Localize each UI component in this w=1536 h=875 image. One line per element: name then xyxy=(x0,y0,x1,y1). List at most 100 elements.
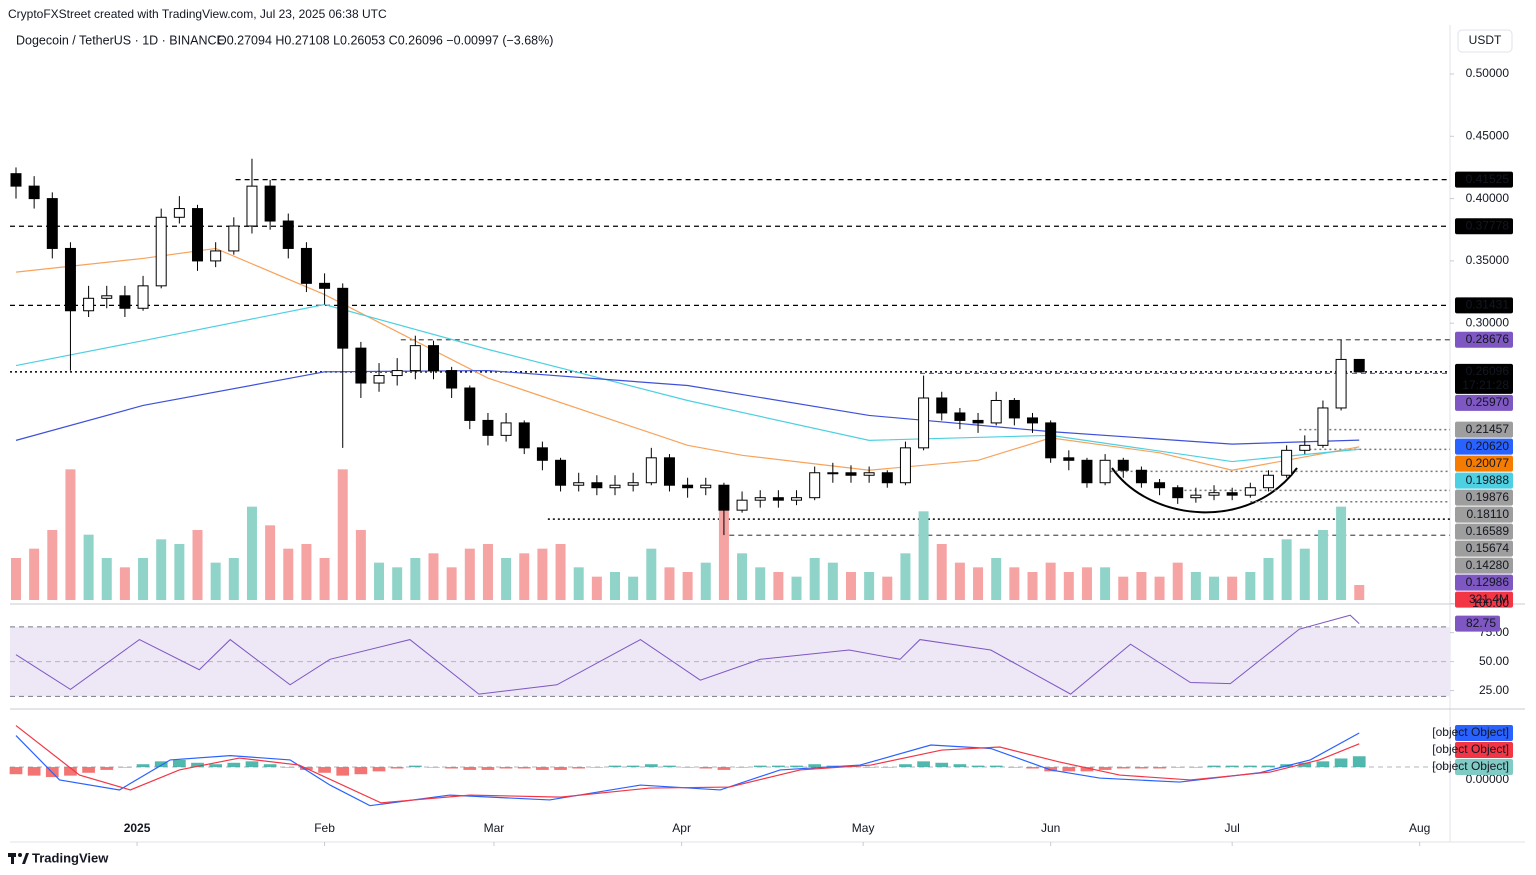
volume-bar xyxy=(355,530,366,600)
volume-bar xyxy=(1227,576,1238,600)
volume-bar xyxy=(156,539,167,600)
price-label: 0.19888 xyxy=(1466,473,1510,487)
signal-line xyxy=(15,725,1360,804)
candle-body xyxy=(446,370,458,389)
macd-histogram-bar xyxy=(1352,756,1366,768)
volume-bar xyxy=(573,567,584,600)
candle-body xyxy=(282,220,294,249)
volume-bar xyxy=(700,562,711,600)
candle-body xyxy=(1135,469,1147,484)
macd-histogram-bar xyxy=(463,767,477,770)
macd-histogram-bar xyxy=(608,765,622,768)
macd-histogram-bar xyxy=(445,767,458,769)
volume-bar xyxy=(1100,567,1111,600)
macd-histogram-bar xyxy=(499,767,513,769)
macd-histogram-bar xyxy=(209,764,223,768)
x-tick-label: Apr xyxy=(672,821,691,835)
y-tick-label: 0.35000 xyxy=(1466,253,1510,267)
candle-body xyxy=(1027,417,1038,424)
macd-histogram-bar xyxy=(354,767,368,775)
volume-bar xyxy=(1245,572,1256,600)
volume-bar xyxy=(482,544,493,600)
volume-bar xyxy=(954,562,965,600)
macd-histogram-bar xyxy=(626,765,640,768)
macd-histogram-bar xyxy=(1153,767,1166,769)
candle-body xyxy=(863,472,875,476)
price-label: 0.20620 xyxy=(1466,439,1510,453)
price-label-box xyxy=(1455,574,1513,591)
volume-bar xyxy=(174,544,185,600)
macd-histogram-bar xyxy=(880,767,894,768)
macd-histogram-bar xyxy=(935,762,949,768)
candle-body xyxy=(918,397,930,449)
candle-body xyxy=(173,208,185,218)
macd-histogram-bar xyxy=(1098,767,1112,770)
x-tick-label: May xyxy=(852,821,875,835)
symbol: Dogecoin / TetherUS · 1D · BINANCE xyxy=(16,33,225,47)
candle-body xyxy=(1208,492,1220,496)
volume-bar xyxy=(1336,506,1347,600)
volume-bar xyxy=(265,525,276,600)
candle-body xyxy=(809,472,821,499)
volume-bar xyxy=(882,576,893,600)
macd-histogram-bar xyxy=(590,767,604,768)
price-label: 0.15674 xyxy=(1466,541,1510,555)
candle-body xyxy=(464,387,476,421)
macd-histogram-bar xyxy=(27,767,41,776)
candle-body xyxy=(83,297,95,312)
macd-histogram-bar xyxy=(64,767,77,776)
volume-bar xyxy=(664,567,675,600)
rsi-label-box xyxy=(1455,615,1500,632)
macd-histogram-bar xyxy=(862,767,876,768)
price-label-box xyxy=(1455,540,1513,557)
macd-histogram-bar xyxy=(263,764,277,768)
macd-histogram-bar xyxy=(517,767,531,769)
volume-bar xyxy=(900,553,911,600)
macd-histogram-bar xyxy=(318,767,331,773)
candle-body xyxy=(663,457,675,486)
macd-histogram-bar xyxy=(699,767,713,769)
currency[interactable]: USDT xyxy=(1469,33,1502,47)
volume-bar xyxy=(1209,576,1220,600)
price-label: 0.16589 xyxy=(1466,524,1510,538)
volume-bar xyxy=(809,558,820,600)
price-label-box xyxy=(1455,557,1513,574)
volume-bar xyxy=(1299,548,1310,600)
macd-histogram-bar xyxy=(82,767,95,773)
volume-bar xyxy=(428,553,439,600)
candle-body xyxy=(972,419,984,424)
volume-bar xyxy=(1063,572,1074,600)
macd-histogram-bar xyxy=(753,765,767,768)
price-label: 321.4M xyxy=(1469,592,1509,606)
macd-histogram-bar xyxy=(481,767,495,770)
price-label: 0.41525 xyxy=(1466,172,1510,186)
volume-bar xyxy=(410,558,421,600)
candle-body xyxy=(827,472,839,475)
volume-bar xyxy=(1172,562,1183,600)
rsi-tick-label: 100.00 xyxy=(1472,596,1509,610)
candle-body xyxy=(1154,482,1166,489)
candle-body xyxy=(427,345,439,372)
price-label-box xyxy=(1455,523,1513,540)
macd-histogram-bar xyxy=(281,767,295,768)
currency-box[interactable] xyxy=(1457,29,1513,53)
volume-bar xyxy=(537,548,548,600)
macd-histogram-bar xyxy=(390,767,404,769)
x-tick-label: 2025 xyxy=(124,821,151,835)
candle-body xyxy=(1099,459,1111,484)
macd-histogram-bar xyxy=(644,764,658,768)
moving-average xyxy=(15,369,1360,445)
candle-body xyxy=(718,484,730,511)
volume-bar xyxy=(591,576,602,600)
macd-histogram-bar xyxy=(336,767,350,776)
volume-bar xyxy=(138,558,149,600)
candle-body xyxy=(355,347,367,384)
volume-bar xyxy=(791,576,802,600)
volume-bar xyxy=(1027,572,1038,600)
macd-histogram-bar xyxy=(735,767,749,768)
volume-bar xyxy=(1136,572,1147,600)
candle-body xyxy=(373,375,385,384)
macd-histogram-bar xyxy=(899,764,912,768)
volume-bar xyxy=(29,548,40,600)
macd-histogram-bar xyxy=(554,767,567,770)
